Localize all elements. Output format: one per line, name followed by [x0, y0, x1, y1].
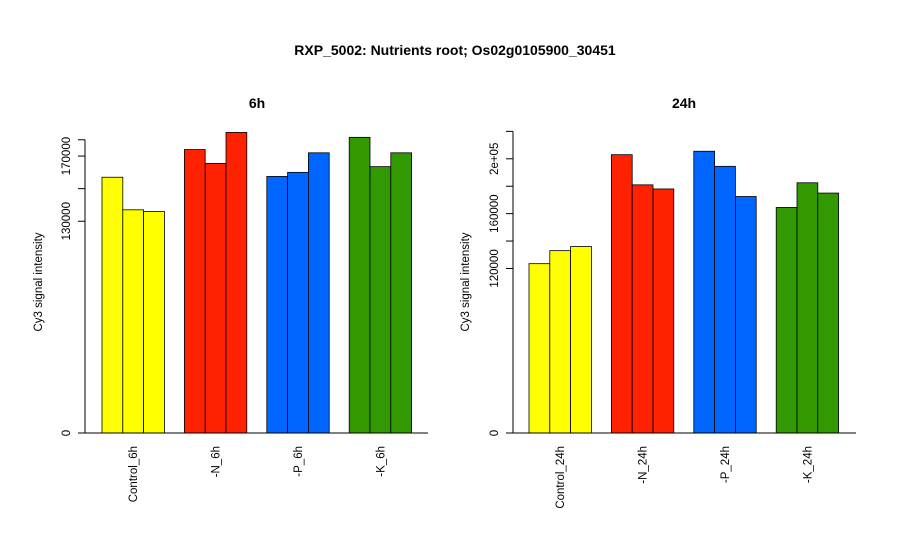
x-tick-label: -P_6h	[293, 446, 305, 477]
panel-6h: 6h Cy3 signal intensity Control_6h -N_6h -P_…	[33, 95, 428, 502]
panel-title: 6h	[249, 95, 265, 111]
bar--P_6h-1	[266, 176, 288, 434]
bar--N_6h-2	[204, 162, 227, 434]
bar-Control_6h-3	[143, 211, 165, 434]
y-tick-label: 0	[61, 430, 73, 436]
bar--K_24h-3	[817, 192, 839, 434]
bar--P_6h-2	[287, 171, 309, 434]
bar--P_24h-2	[714, 165, 736, 434]
bar-Control_24h-3	[570, 246, 592, 434]
bar--P_6h-3	[307, 152, 330, 434]
bar--N_24h-2	[631, 184, 654, 434]
y-tick-label: 160000	[489, 194, 501, 232]
bar-Control_24h-1	[528, 263, 551, 434]
y-tick-label: 170000	[61, 137, 73, 175]
y-axis-label: Cy3 signal intensity	[33, 232, 45, 331]
x-tick-label: -K_6h	[375, 446, 387, 477]
y-tick-label: 130000	[61, 202, 73, 240]
x-tick-label: Control_6h	[128, 446, 140, 502]
bar--K_24h-2	[796, 182, 819, 434]
bar--N_24h-3	[652, 188, 675, 434]
x-tick-label: -P_24h	[720, 446, 732, 483]
bar-Control_6h-1	[101, 176, 124, 434]
panel-24h: 24h Cy3 signal intensity Control_24h -N_24h…	[460, 95, 856, 509]
x-tick-label: Control_24h	[555, 446, 567, 509]
x-tick-label: -N_6h	[211, 446, 223, 477]
y-axis-label: Cy3 signal intensity	[460, 232, 472, 331]
bar-Control_6h-2	[122, 209, 145, 434]
bar--N_24h-1	[611, 154, 633, 434]
panel-title: 24h	[672, 95, 696, 111]
y-tick-label: 2e+05	[489, 143, 501, 175]
y-tick-label: 120000	[489, 249, 501, 287]
y-tick-label: 0	[489, 430, 501, 436]
bar--N_6h-3	[225, 132, 248, 434]
bar-Control_24h-2	[549, 250, 571, 434]
bar--K_6h-1	[348, 136, 371, 434]
bar--K_6h-3	[390, 152, 412, 434]
bar--K_6h-2	[369, 166, 392, 434]
bar--P_24h-1	[693, 150, 715, 434]
bar--P_24h-3	[735, 196, 757, 434]
bar--K_24h-1	[775, 207, 798, 434]
bar--N_6h-1	[183, 149, 206, 434]
main-title: RXP_5002: Nutrients root; Os02g0105900_3…	[294, 42, 616, 58]
x-tick-label: -N_24h	[638, 446, 650, 484]
x-tick-label: -K_24h	[802, 446, 814, 483]
